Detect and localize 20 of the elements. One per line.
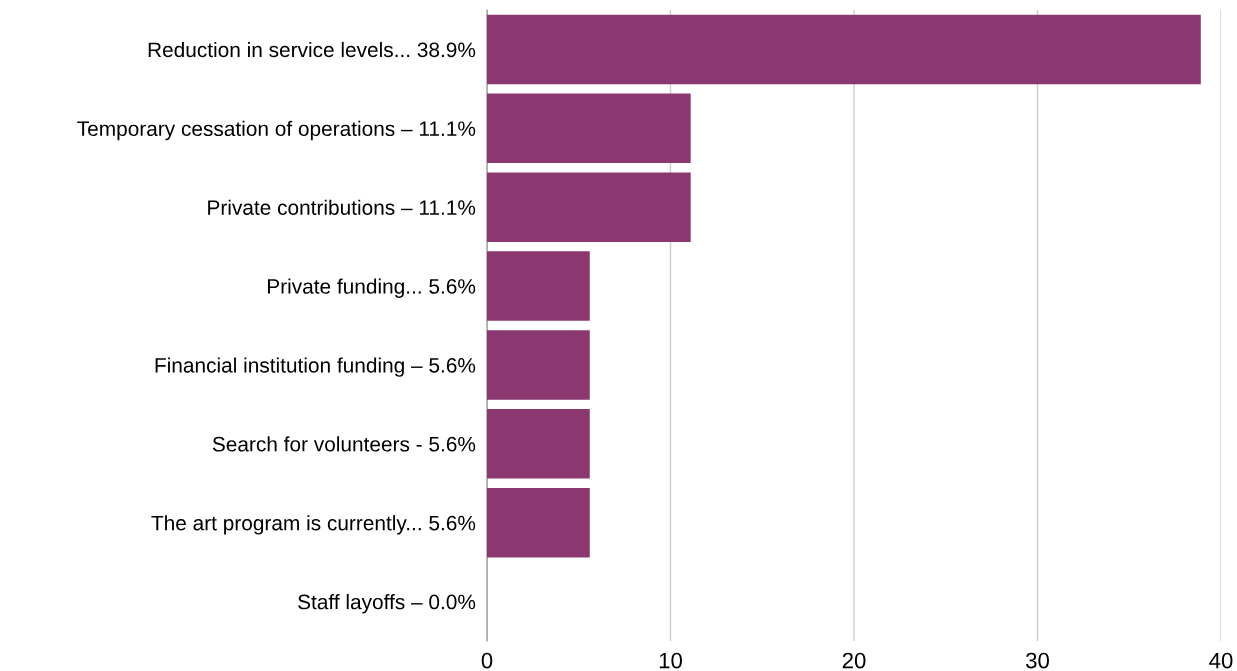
bar	[487, 172, 691, 242]
y-tick-label: Private contributions – 11.1%	[208, 199, 476, 215]
y-tick-label: Private funding... 5.6%	[267, 278, 476, 298]
x-tick-label: 0	[481, 652, 493, 669]
bar	[487, 330, 590, 400]
y-tick-label: Staff layoffs – 0.0%	[298, 594, 476, 614]
y-tick-label: Financial institution funding – 5.6%	[155, 357, 476, 377]
x-tick-label: 40	[1209, 652, 1233, 669]
y-tick-label: The art program is currently... 5.6%	[151, 515, 476, 535]
y-tick-label: Search for volunteers - 5.6%	[212, 436, 476, 452]
bar	[487, 14, 1201, 85]
bar	[487, 409, 590, 479]
y-tick-label: Temporary cessation of operations – 11.1%	[77, 120, 476, 141]
x-tick-label: 10	[659, 652, 682, 669]
bar	[487, 251, 590, 321]
x-tick-label: 30	[1025, 652, 1049, 669]
y-tick-label: Reduction in service levels... 38.9%	[148, 41, 476, 58]
bar	[487, 93, 691, 164]
bar	[487, 487, 590, 558]
x-tick-label: 20	[842, 652, 866, 669]
